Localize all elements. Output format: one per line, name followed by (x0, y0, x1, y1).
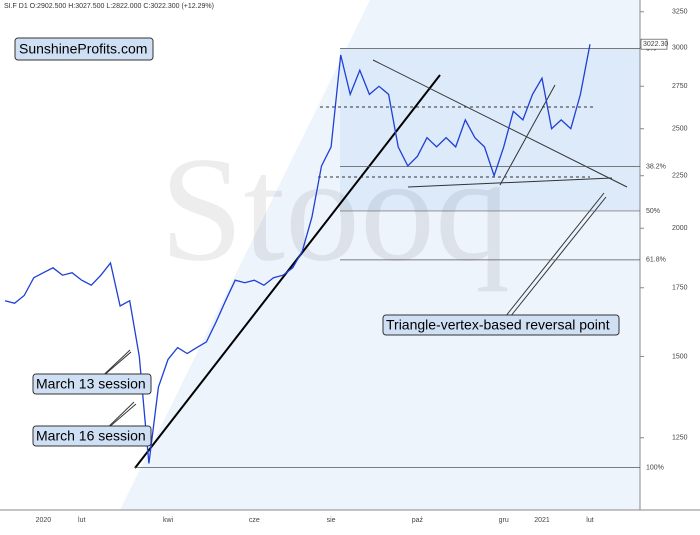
note-box: March 13 session (32, 373, 152, 395)
triangle-line (407, 177, 613, 188)
fib-label: 61.8% (646, 257, 666, 264)
x-tick-label: lut (586, 517, 593, 524)
pointer (504, 192, 605, 318)
y-tick-label: 3000 (672, 44, 688, 51)
note-box: Triangle-vertex-based reversal point (382, 314, 620, 336)
brand-box: SunshineProfits.com (14, 37, 154, 61)
price-tag: 3022.30 (643, 41, 668, 48)
x-tick-label: 2020 (36, 517, 52, 524)
range-shade (340, 48, 640, 210)
fib-label: 50% (646, 208, 660, 215)
annotation: March 16 session (36, 428, 146, 444)
pointer (509, 196, 607, 318)
x-tick-label: paź (412, 517, 424, 524)
x-tick-label: lut (78, 517, 85, 524)
y-tick-label: 1250 (672, 435, 688, 442)
x-tick-label: cze (249, 517, 260, 524)
note-box: March 16 session (32, 425, 152, 447)
y-tick-label: 2750 (672, 83, 688, 90)
triangle-line (372, 59, 628, 188)
y-tick-label: 3250 (672, 9, 688, 16)
x-tick-label: kwi (163, 517, 174, 524)
price-tag-box (640, 38, 668, 50)
y-tick-label: 2500 (672, 126, 688, 133)
price-line (4, 44, 591, 464)
fib-label: 38.2% (646, 163, 666, 170)
fib-label: 100% (646, 464, 664, 471)
x-tick-label: gru (499, 517, 509, 524)
annotation: Triangle-vertex-based reversal point (386, 317, 610, 333)
y-tick-label: 1500 (672, 353, 688, 360)
brand: SunshineProfits.com (19, 41, 147, 57)
header: SI.F D1 O:2902.500 H:3027.500 L:2822.000… (4, 3, 214, 10)
plot: 1250150017502000225025002750300032500%38… (4, 9, 688, 524)
y-tick-label: 2000 (672, 225, 688, 232)
y-tick-label: 2250 (672, 173, 688, 180)
y-tick-label: 1750 (672, 285, 688, 292)
x-tick-label: sie (327, 517, 336, 524)
annotation: March 13 session (36, 376, 146, 392)
x-tick-label: 2021 (534, 517, 550, 524)
